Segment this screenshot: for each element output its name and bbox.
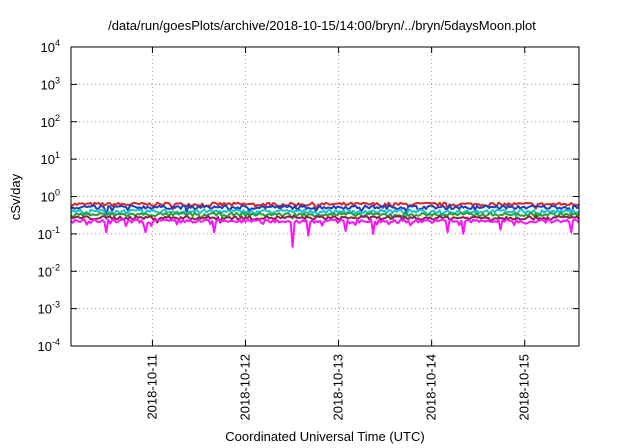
y-tick-label: 10-3 xyxy=(38,300,60,317)
y-tick-exponent: -1 xyxy=(52,225,60,235)
x-tick-label: 2018-10-14 xyxy=(424,354,439,421)
series-line-3 xyxy=(70,208,580,220)
series-line-1 xyxy=(70,201,580,211)
x-tick-label: 2018-10-12 xyxy=(238,354,253,421)
y-tick-exponent: 2 xyxy=(55,113,60,123)
x-tick-label: 2018-10-11 xyxy=(144,354,159,420)
y-tick-exponent: 4 xyxy=(55,38,60,48)
x-axis: 2018-10-11 2018-10-12 2018-10-13 2018-10-14… xyxy=(144,47,532,421)
y-tick-label: 104 xyxy=(41,38,60,55)
y-tick-label: 10-1 xyxy=(38,225,60,242)
y-tick-label: 10-2 xyxy=(38,262,60,279)
y-tick-label: 101 xyxy=(41,150,60,167)
chart-title: /data/run/goesPlots/archive/2018-10-15/1… xyxy=(108,18,536,33)
series-line-6 xyxy=(70,218,580,248)
series-line-5 xyxy=(70,215,580,224)
series-layer xyxy=(70,201,580,248)
y-tick-exponent: 0 xyxy=(55,188,60,198)
y-tick-exponent: 3 xyxy=(55,75,60,85)
y-axis-label: cSv/day xyxy=(8,173,23,220)
y-tick-label: 100 xyxy=(41,188,60,205)
grid xyxy=(71,47,579,346)
y-tick-exponent: -3 xyxy=(52,300,60,310)
y-tick-exponent: -2 xyxy=(52,262,60,272)
x-axis-label: Coordinated Universal Time (UTC) xyxy=(225,429,424,444)
x-tick-label: 2018-10-13 xyxy=(331,354,346,421)
y-tick-label: 103 xyxy=(41,75,60,92)
x-tick-label: 2018-10-15 xyxy=(517,354,532,421)
series-line-4 xyxy=(70,211,580,221)
y-tick-exponent: -4 xyxy=(52,337,60,347)
y-tick-label: 10-4 xyxy=(38,337,60,354)
y-tick-label: 102 xyxy=(41,113,60,130)
y-tick-exponent: 1 xyxy=(55,150,60,160)
series-line-2 xyxy=(70,204,580,217)
